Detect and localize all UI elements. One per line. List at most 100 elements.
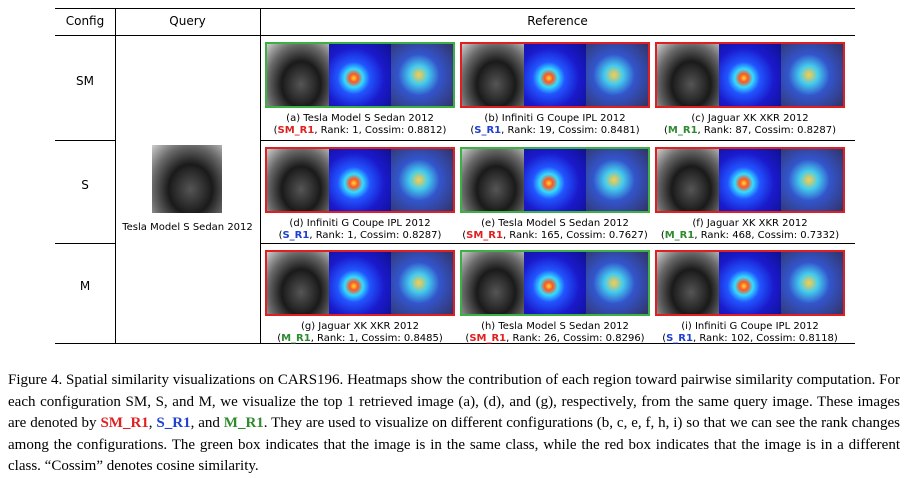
reference-image <box>265 42 455 108</box>
rank-cossim: , Rank: 468, Cossim: 0.7332) <box>694 230 840 241</box>
heatmap-overlay <box>586 149 648 211</box>
config-label: S <box>81 177 89 192</box>
image-label: (c) Jaguar XK XKR 2012 <box>691 113 809 124</box>
photo <box>462 149 524 211</box>
image-stats: (M_R1, Rank: 1, Cossim: 0.8485) <box>260 333 460 344</box>
image-label: (e) Tesla Model S Sedan 2012 <box>481 218 629 229</box>
heatmap-overlay <box>391 252 453 314</box>
paren: ( <box>664 125 668 136</box>
rank-cossim: , Rank: 26, Cossim: 0.8296) <box>506 333 645 344</box>
reference-image <box>265 250 455 316</box>
rank-cossim: , Rank: 19, Cossim: 0.8481) <box>501 125 640 136</box>
image-label: (a) Tesla Model S Sedan 2012 <box>286 113 434 124</box>
heatmap-overlay <box>781 252 843 314</box>
reference-image <box>655 250 845 316</box>
image-label: (h) Tesla Model S Sedan 2012 <box>481 321 629 332</box>
caption-text: Figure 4. Spatial similarity visualizati… <box>8 372 900 431</box>
heatmap <box>719 252 781 314</box>
rank-cossim: , Rank: 165, Cossim: 0.7627) <box>502 230 648 241</box>
rank-cossim: , Rank: 87, Cossim: 0.8287) <box>697 125 836 136</box>
caption-tag: M_R1 <box>223 415 264 431</box>
heatmap-overlay <box>781 44 843 106</box>
photo <box>462 252 524 314</box>
query-label: Tesla Model S Sedan 2012 <box>122 222 253 233</box>
photo <box>267 149 329 211</box>
caption-text: , <box>148 415 157 431</box>
header: Config <box>65 14 105 28</box>
reference-image <box>265 147 455 213</box>
rule <box>260 243 855 244</box>
rule <box>55 35 855 36</box>
rule <box>55 243 115 244</box>
paren: ( <box>278 230 283 241</box>
photo <box>657 252 719 314</box>
config-tag: SM_R1 <box>277 125 315 136</box>
rank-cossim: , Rank: 1, Cossim: 0.8287) <box>309 230 442 241</box>
paren: ( <box>662 333 667 344</box>
reference-image <box>460 147 650 213</box>
config-tag: S_R1 <box>474 125 502 136</box>
rule <box>55 140 115 141</box>
heatmap <box>719 44 781 106</box>
paren: ( <box>465 333 470 344</box>
rule <box>260 140 855 141</box>
caption-tag: SM_R1 <box>100 415 149 431</box>
paren: ( <box>273 125 278 136</box>
config-tag: M_R1 <box>281 333 311 344</box>
reference-image <box>460 250 650 316</box>
caption-text: . They are used to visualize on differen… <box>8 415 900 474</box>
rule <box>55 8 855 9</box>
paren: ( <box>660 230 665 241</box>
paren: ( <box>462 230 467 241</box>
config-label: SM <box>76 73 94 88</box>
reference-image <box>655 147 845 213</box>
image-label: (g) Jaguar XK XKR 2012 <box>300 321 420 332</box>
rule <box>260 8 261 343</box>
rule <box>55 343 855 344</box>
image-stats: (M_R1, Rank: 468, Cossim: 0.7332) <box>650 230 850 241</box>
photo <box>267 44 329 106</box>
heatmap-overlay <box>586 44 648 106</box>
heatmap-overlay <box>586 252 648 314</box>
header: Reference <box>527 14 588 28</box>
rank-cossim: , Rank: 102, Cossim: 0.8118) <box>692 333 838 344</box>
caption-tag: S_R1 <box>156 415 191 431</box>
heatmap <box>524 149 586 211</box>
heatmap-overlay <box>781 149 843 211</box>
caption-text: , and <box>190 415 224 431</box>
image-stats: (SM_R1, Rank: 1, Cossim: 0.8812) <box>260 125 460 136</box>
image-stats: (SM_R1, Rank: 26, Cossim: 0.8296) <box>455 333 655 344</box>
heatmap <box>524 252 586 314</box>
photo <box>657 44 719 106</box>
image-stats: (SM_R1, Rank: 165, Cossim: 0.7627) <box>455 230 655 241</box>
photo <box>462 44 524 106</box>
config-tag: M_R1 <box>664 230 695 241</box>
heatmap <box>719 149 781 211</box>
photo <box>657 149 719 211</box>
paren: ( <box>277 333 282 344</box>
rank-cossim: , Rank: 1, Cossim: 0.8485) <box>310 333 443 344</box>
heatmap-overlay <box>391 149 453 211</box>
figure-caption: Figure 4. Spatial similarity visualizati… <box>8 370 900 478</box>
paren: ( <box>470 125 475 136</box>
image-label: (b) Infiniti G Coupe IPL 2012 <box>484 113 626 124</box>
query-image <box>152 145 222 213</box>
heatmap <box>524 44 586 106</box>
config-tag: SM_R1 <box>466 230 503 241</box>
config-tag: S_R1 <box>666 333 693 344</box>
image-label: (d) Infiniti G Coupe IPL 2012 <box>289 218 431 229</box>
image-stats: (S_R1, Rank: 102, Cossim: 0.8118) <box>650 333 850 344</box>
reference-image <box>655 42 845 108</box>
image-label: (i) Infiniti G Coupe IPL 2012 <box>681 321 819 332</box>
heatmap <box>329 44 391 106</box>
rank-cossim: , Rank: 1, Cossim: 0.8812) <box>314 125 447 136</box>
rule <box>115 8 116 343</box>
image-stats: (S_R1, Rank: 19, Cossim: 0.8481) <box>455 125 655 136</box>
header: Query <box>169 14 206 28</box>
config-label: M <box>79 279 91 293</box>
image-stats: (M_R1, Rank: 87, Cossim: 0.8287) <box>650 125 850 136</box>
config-tag: SM_R1 <box>469 333 507 344</box>
reference-image <box>460 42 650 108</box>
image-stats: (S_R1, Rank: 1, Cossim: 0.8287) <box>260 230 460 241</box>
